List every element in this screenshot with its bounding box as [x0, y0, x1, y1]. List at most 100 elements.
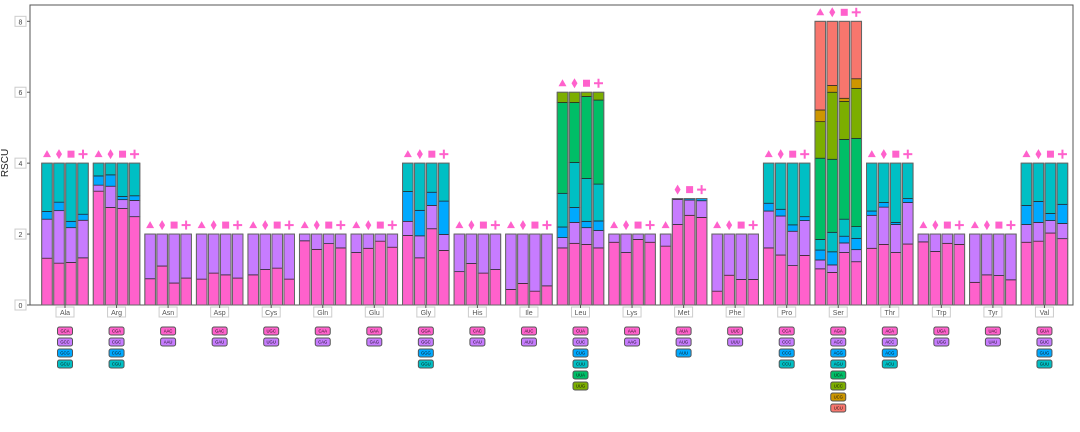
codon-legend-label: CGC — [112, 340, 121, 345]
bar-outline — [774, 162, 787, 306]
diamond-marker — [777, 149, 784, 160]
amino-acid-group-asn: Asn AAC AAU — [144, 233, 192, 347]
bar-outline — [929, 233, 942, 306]
bar-segment-CAU — [453, 233, 466, 273]
bar-segment-CAA — [323, 243, 335, 306]
bar-segment-UGG — [917, 233, 929, 243]
bar-segment-GCA — [41, 257, 53, 306]
bar-segment-UUC — [735, 279, 747, 306]
codon-legend-label: GCC — [60, 340, 69, 345]
bar-segment-GAG — [362, 233, 374, 249]
plus-marker — [185, 220, 188, 230]
bar-outline — [659, 233, 672, 306]
y-tick-box — [14, 228, 27, 240]
diamond-marker — [159, 220, 166, 231]
codon-legend-label: UUU — [731, 340, 740, 345]
codon-legend-key — [572, 359, 589, 369]
bar-outline — [747, 233, 759, 306]
bar-segment-GGG — [414, 209, 426, 237]
codon-legend-key — [830, 370, 847, 380]
bar-segment-GUC — [1032, 222, 1045, 242]
bar-outline — [77, 162, 89, 306]
bar-segment-GGU — [426, 162, 438, 193]
bar-segment-UCG — [850, 78, 862, 89]
bar-outline — [620, 233, 632, 306]
codon-legend-label: AUG — [679, 340, 688, 345]
y-tick-box — [14, 86, 27, 98]
codon-legend-label: CGA — [112, 329, 121, 334]
bar-outline — [890, 162, 902, 306]
square-marker — [789, 150, 797, 158]
bar-segment-CCC — [787, 230, 799, 266]
bar-segment-CGC — [92, 184, 105, 192]
bar-segment-UUA — [592, 99, 605, 185]
x-tick-label: Asp — [214, 310, 226, 317]
bar-segment-UGA — [917, 241, 929, 306]
square-marker — [479, 221, 487, 229]
bar-segment-UAC — [1005, 279, 1017, 306]
bar-segment-GCU — [65, 162, 77, 222]
plus-marker — [649, 220, 652, 230]
bar-outline — [350, 233, 363, 306]
codon-legend-key — [263, 326, 280, 336]
bar-segment-AGG — [826, 251, 838, 266]
bar-segment-GGA — [426, 228, 438, 306]
triangle-marker — [764, 150, 773, 158]
bar-segment-AUA — [671, 224, 684, 306]
bar-outline — [219, 233, 232, 306]
bar-segment-CAG — [299, 233, 311, 242]
bar-segment-UGU — [283, 233, 295, 280]
bar-segment-CGU — [92, 162, 105, 177]
bar-segment-CCC — [763, 210, 775, 249]
bar-segment-UGU — [259, 233, 271, 270]
bar-outline — [1020, 162, 1033, 306]
codon-legend-label: ACG — [885, 351, 894, 356]
bar-segment-CAU — [477, 233, 490, 274]
bar-outline — [156, 233, 168, 306]
bar-segment-AGU — [814, 239, 826, 251]
bar-segment-GUG — [1044, 213, 1057, 221]
plus-marker — [339, 220, 342, 230]
codon-legend-label: GAG — [370, 340, 379, 345]
bar-segment-AUG — [659, 233, 672, 247]
codon-legend-label: CGG — [112, 351, 122, 356]
bar-segment-CUA — [592, 247, 605, 306]
bar-outline — [723, 233, 735, 306]
triangle-marker — [610, 221, 619, 229]
codon-legend-key — [572, 381, 589, 391]
plus-marker — [442, 149, 445, 159]
bar-segment-GCU — [53, 162, 65, 203]
bar-segment-UGC — [283, 278, 295, 306]
amino-acid-group-tyr: Tyr UAC UAU — [969, 233, 1017, 347]
amino-acid-group-arg: Arg CGA CGC CGG CGU — [92, 162, 141, 369]
bar-segment-UCU — [850, 20, 862, 80]
x-tick-label: Leu — [575, 310, 587, 317]
x-tick-label: Pro — [781, 310, 792, 317]
codon-legend-label: UUG — [576, 384, 585, 389]
bar-segment-GUA — [1056, 238, 1069, 306]
bar-outline — [568, 91, 581, 306]
bar-segment-GGA — [438, 250, 450, 306]
bar-outline — [1044, 162, 1057, 306]
bar-segment-GCU — [77, 162, 89, 215]
bar-outline — [259, 233, 271, 306]
triangle-marker — [558, 79, 567, 87]
bar-segment-ACU — [902, 162, 914, 199]
bar-outline — [838, 20, 851, 306]
codon-legend-key — [57, 337, 73, 347]
bar-segment-UUU — [711, 233, 723, 292]
bar-segment-ACG — [902, 198, 914, 203]
codon-legend-key — [263, 337, 280, 347]
bar-segment-GGC — [402, 220, 414, 236]
bar-segment-CUU — [568, 162, 581, 208]
bar-segment-ACC — [878, 206, 890, 245]
codon-legend-label: CAU — [473, 340, 482, 345]
x-tick-label: Met — [678, 310, 690, 317]
bar-segment-AAA — [620, 252, 632, 306]
bar-segment-GUA — [1032, 240, 1045, 306]
bar-segment-UCC — [850, 87, 862, 139]
y-tick-label: 0 — [19, 303, 23, 310]
bar-segment-GUG — [1056, 203, 1069, 224]
plus-marker — [545, 220, 548, 230]
